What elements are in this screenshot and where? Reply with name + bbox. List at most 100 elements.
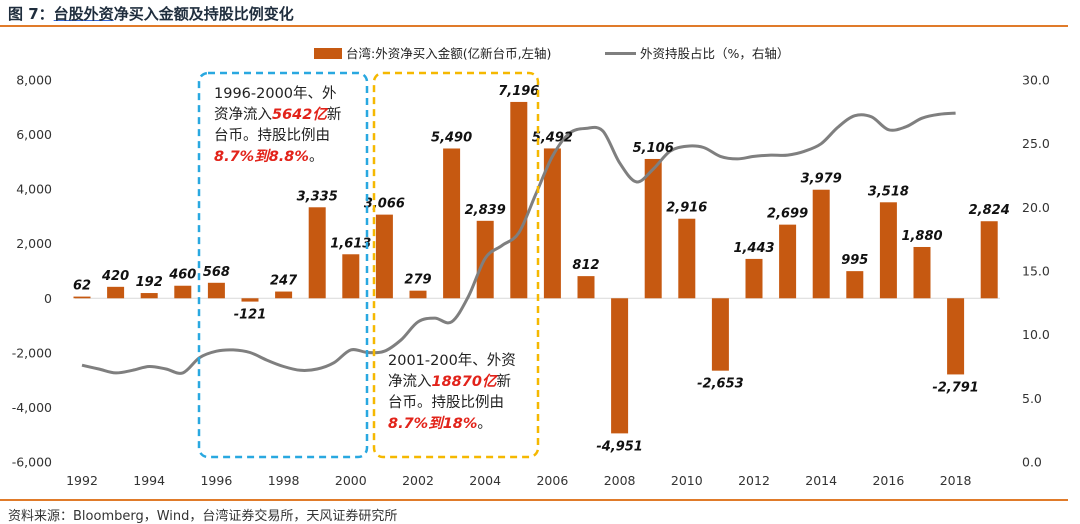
bar-data-label: 5,490 [431,130,472,145]
bar-data-label: 1,443 [733,241,774,256]
bars [73,101,998,434]
bar [611,298,629,434]
bar-data-label: 7,196 [498,84,539,99]
legend: 台湾:外资净买入金额(亿新台币,左轴) 外资持股占比（%，右轴） [314,46,789,61]
annotation-2-line2: 净流入18870亿新 [388,372,516,393]
bar [107,286,125,299]
bar [207,282,225,299]
y-axis-right: 0.0 5.0 10.0 15.0 20.0 25.0 30.0 [1022,73,1050,470]
legend-bar-label: 台湾:外资净买入金额(亿新台币,左轴) [346,46,551,61]
x-tick-label: 1994 [133,473,165,488]
source-note: 资料来源：Bloomberg，Wind，台湾证券交易所，天风证券研究所 [8,509,398,524]
x-axis: 1992 1994 1996 1998 2000 2002 2004 2006 2008 2010… [66,473,971,488]
x-tick-label: 1992 [66,473,98,488]
annotation-2-line3: 台币。持股比例由 [388,395,504,411]
chart: 台湾:外资净买入金额(亿新台币,左轴) 外资持股占比（%，右轴） -6,000-… [12,46,1050,488]
annotation-1-ratio: 8.7%到8.8% [214,149,309,165]
x-tick-label: 2010 [671,473,703,488]
bar-data-label: 3,066 [364,197,405,212]
bar [140,293,158,299]
bar [375,214,393,299]
annotation-2-amount: 18870亿 [431,374,497,390]
y-right-tick-label: 10.0 [1022,327,1050,342]
annotation-2-line2-pre: 净流入 [388,374,432,390]
bar-data-label: -2,653 [697,377,744,392]
bar-data-label: 3,335 [297,189,338,204]
bar [779,224,797,299]
bar-data-label: 3,518 [868,184,909,199]
figure-title-prefix: 图 7： [8,5,54,23]
y-left-tick-label: -2,000 [12,345,52,360]
annotation-2001-2005: 2001-200年、外资 净流入18870亿新 台币。持股比例由 8.7%到18… [388,351,516,435]
annotation-2-line4-post: 。 [477,416,492,432]
bar-data-label: 812 [572,258,599,273]
y-left-tick-label: -4,000 [12,400,52,415]
bar [409,290,427,299]
bar-data-label: 568 [203,265,230,280]
x-tick-label: 1998 [268,473,300,488]
bar [174,285,192,299]
bar [510,101,528,299]
y-right-tick-label: 20.0 [1022,200,1050,215]
bar-data-label: 5,492 [532,130,573,145]
bar-data-label: 1,613 [330,236,371,251]
annotation-2-ratio: 8.7%到18% [388,416,478,432]
bar-data-label: 460 [168,268,196,283]
bar [947,298,965,375]
bar-data-label: 247 [270,274,298,289]
y-left-tick-label: 2,000 [16,236,52,251]
y-left-tick-label: 8,000 [16,73,52,88]
share-line [81,111,956,375]
annotation-2-line2-post: 新 [496,374,511,390]
x-tick-label: 2016 [872,473,904,488]
x-tick-label: 2002 [402,473,434,488]
annotation-1-line2: 资净流入5642亿新 [214,105,341,126]
bar-data-label: 192 [136,275,163,290]
y-right-tick-label: 25.0 [1022,136,1050,151]
annotation-2-line4: 8.7%到18%。 [388,414,516,435]
y-right-tick-label: 30.0 [1022,73,1050,88]
bar [308,207,326,299]
bar [644,158,662,299]
x-tick-label: 2006 [536,473,568,488]
y-left-tick-label: -6,000 [12,455,52,470]
x-tick-label: 2018 [940,473,972,488]
annotation-1996-2000: 1996-2000年、外 资净流入5642亿新 台币。持股比例由 8.7%到8.… [214,84,341,168]
x-tick-label: 2014 [805,473,837,488]
bottom-rule [0,499,1068,501]
y-left-tick-label: 4,000 [16,182,52,197]
bar [711,298,729,371]
bar [812,189,830,299]
bar-data-label: 5,106 [633,141,674,156]
annotation-1-amount: 5642亿 [272,107,327,123]
bar [745,258,763,299]
bar [879,202,897,299]
y-left-tick-label: 0 [44,291,52,306]
bar-data-label: -121 [234,308,267,323]
annotation-1-line2-post: 新 [326,107,342,123]
bar [980,221,998,299]
y-left-tick-label: 6,000 [16,127,52,142]
bar [443,148,461,299]
y-right-tick-label: 15.0 [1022,264,1050,279]
title-rule [0,25,1068,27]
bar-data-label: 1,880 [901,229,942,244]
annotation-1-line4: 8.7%到8.8%。 [214,147,341,168]
bar-data-label: -2,791 [932,380,979,395]
figure-title: 图 7：台股外资净买入金额及持股比例变化 [8,3,294,24]
bar [846,271,864,299]
bar-data-label: 420 [101,269,129,284]
figure-title-underlined: 台股外资 [53,5,114,23]
y-axis-left: -6,000 -4,000 -2,000 0 2,000 4,000 6,000 8,000 [12,73,52,470]
bar-labels: 62 420 192 460 568 -121 247 3,335 1,613 3,066 279 5… [73,84,1010,454]
bar-data-label: 2,839 [465,203,506,218]
bar [678,218,696,299]
y-right-tick-label: 5.0 [1022,391,1042,406]
legend-line-label: 外资持股占比（%，右轴） [640,46,789,61]
bar [913,246,931,299]
annotation-2-line1: 2001-200年、外资 [388,353,516,369]
bar-data-label: -4,951 [596,439,643,454]
annotation-1-line4-post: 。 [308,149,324,165]
bar-data-label: 2,699 [767,207,808,222]
bar-data-label: 995 [841,253,868,268]
